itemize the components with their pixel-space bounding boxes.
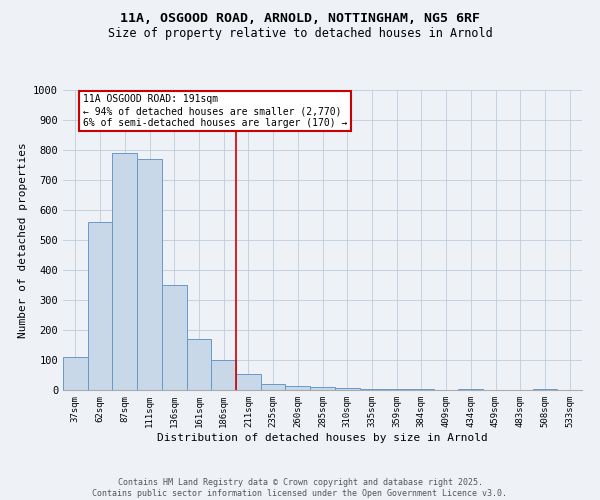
Bar [310,387,335,390]
Y-axis label: Number of detached properties: Number of detached properties [17,142,28,338]
Bar [88,222,112,390]
Bar [335,388,359,390]
Bar [359,388,384,390]
Bar [211,360,236,390]
Bar [236,374,261,390]
Bar [533,388,557,390]
Bar [458,388,483,390]
Text: 11A, OSGOOD ROAD, ARNOLD, NOTTINGHAM, NG5 6RF: 11A, OSGOOD ROAD, ARNOLD, NOTTINGHAM, NG… [120,12,480,26]
Text: Contains HM Land Registry data © Crown copyright and database right 2025.
Contai: Contains HM Land Registry data © Crown c… [92,478,508,498]
Text: 11A OSGOOD ROAD: 191sqm
← 94% of detached houses are smaller (2,770)
6% of semi-: 11A OSGOOD ROAD: 191sqm ← 94% of detache… [83,94,347,128]
Text: Size of property relative to detached houses in Arnold: Size of property relative to detached ho… [107,28,493,40]
Bar [286,386,310,390]
Bar [162,285,187,390]
Bar [63,357,88,390]
Bar [187,339,211,390]
Bar [261,384,286,390]
Bar [112,153,137,390]
Bar [137,159,162,390]
Bar [384,389,409,390]
X-axis label: Distribution of detached houses by size in Arnold: Distribution of detached houses by size … [157,432,488,442]
